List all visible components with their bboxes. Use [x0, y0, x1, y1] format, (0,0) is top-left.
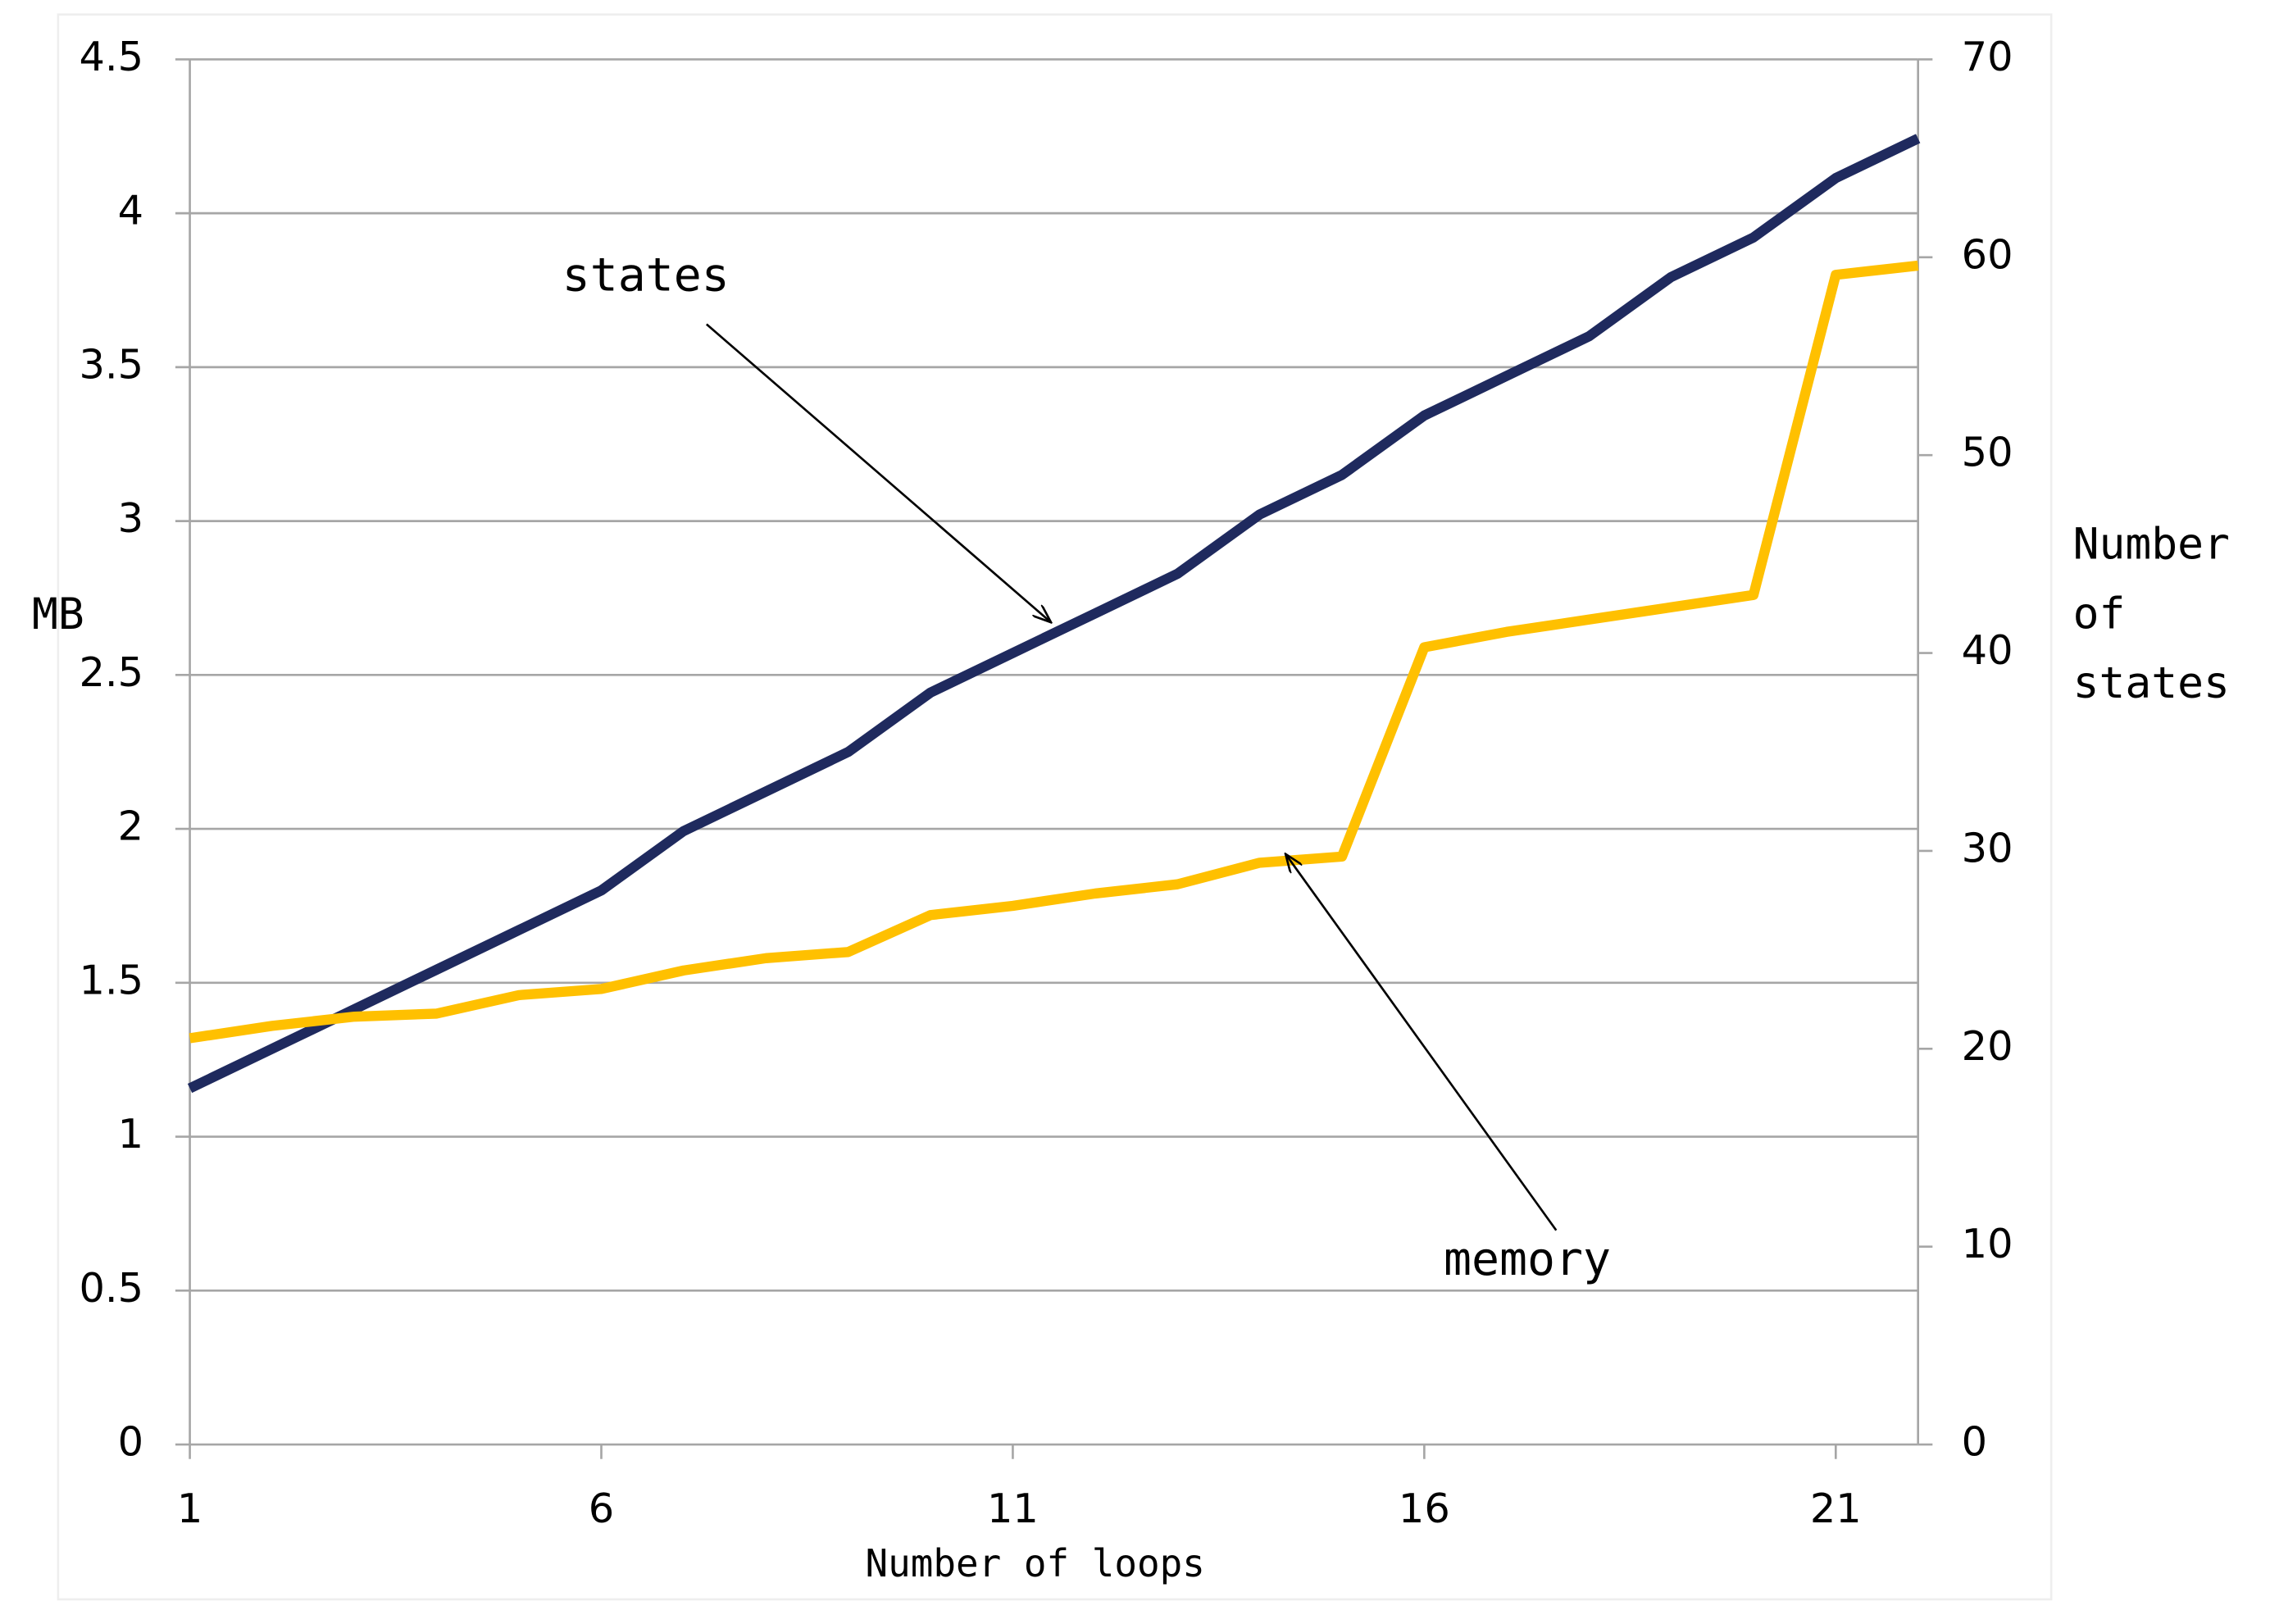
x-tick-label: 16 — [1399, 1485, 1450, 1532]
y2-tick-label: 50 — [1962, 429, 2013, 476]
y-tick-label: 3 — [118, 494, 143, 542]
y-tick-label: 4 — [118, 187, 143, 234]
y2-tick-label: 40 — [1962, 626, 2013, 674]
y-tick-label: 1.5 — [79, 956, 143, 1003]
y2-tick-label: 10 — [1962, 1220, 2013, 1267]
y-tick-label: 0 — [118, 1418, 143, 1466]
y-tick-label: 1 — [118, 1110, 143, 1158]
y-tick-label: 2.5 — [79, 648, 143, 696]
y2-axis-label: Number of states — [2073, 520, 2256, 708]
x-tick-label: 21 — [1810, 1485, 1862, 1532]
annotation-arrow — [706, 323, 1051, 622]
x-tick-label: 6 — [589, 1485, 614, 1532]
y-tick-label: 0.5 — [79, 1264, 143, 1312]
data-line — [189, 260, 1919, 1044]
y-axis-label: MB — [32, 589, 84, 639]
y2-tick-label: 70 — [1962, 33, 2013, 80]
y-tick-label: 2 — [118, 803, 143, 850]
annotation: memory — [1444, 1233, 1611, 1286]
y2-axis-label-line: of — [2073, 589, 2126, 639]
chart-border — [57, 13, 2053, 1601]
y2-tick-label: 0 — [1962, 1418, 1987, 1466]
y2-axis-label-line: Number — [2073, 520, 2230, 570]
annotation-arrow — [1285, 854, 1558, 1231]
y2-tick-label: 30 — [1962, 824, 2013, 871]
data-line — [187, 134, 1921, 1094]
y2-tick-label: 60 — [1962, 230, 2013, 278]
y2-tick-label: 20 — [1962, 1022, 2013, 1070]
x-axis-label: Number of loops — [865, 1541, 1204, 1585]
y2-axis-label-line: states — [2073, 658, 2230, 708]
x-tick-label: 1 — [177, 1485, 202, 1532]
x-tick-label: 11 — [987, 1485, 1039, 1532]
y-tick-label: 4.5 — [79, 33, 143, 80]
y-tick-label: 3.5 — [79, 340, 143, 388]
annotation: states — [562, 249, 730, 303]
